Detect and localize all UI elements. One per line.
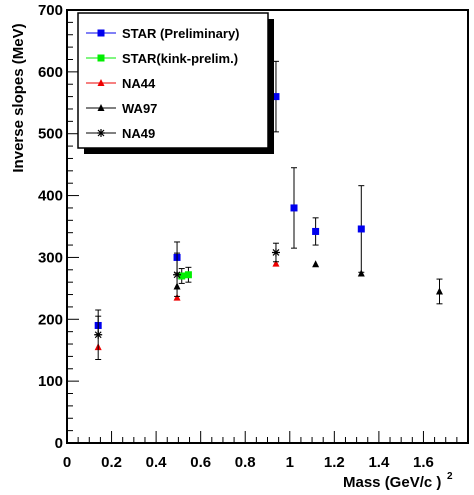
- x-tick-labels: 0 0.2 0.4 0.6 0.8 1 1.2 1.4 1.6: [63, 454, 434, 471]
- data-point: [94, 330, 103, 339]
- data-point: [173, 293, 181, 301]
- legend-label: NA49: [122, 126, 155, 141]
- y-tick-label: 700: [38, 2, 63, 19]
- x-tick-label: 1: [286, 454, 294, 471]
- x-tick-label: 0.2: [101, 454, 122, 471]
- legend-label: STAR(kink-prelim.): [122, 51, 238, 66]
- legend-label: STAR (Preliminary): [122, 26, 240, 41]
- data-point: [357, 269, 365, 277]
- legend-box: [77, 12, 269, 149]
- x-tick-label: 1.2: [324, 454, 345, 471]
- data-point: [184, 271, 192, 279]
- axis-ticks: [66, 9, 469, 444]
- data-point: [272, 259, 280, 267]
- x-tick-label: 0.8: [235, 454, 256, 471]
- x-tick-label: 1.4: [368, 454, 390, 471]
- data-point: [290, 204, 298, 212]
- x-tick-label: 1.6: [413, 454, 434, 471]
- data-points: [94, 60, 443, 360]
- data-point: [435, 287, 443, 295]
- legend-label: NA44: [122, 76, 156, 91]
- y-tick-label: 400: [38, 188, 63, 205]
- x-tick-label: 0: [63, 454, 71, 471]
- y-tick-labels: 0 100 200 300 400 500 600 700: [38, 2, 63, 452]
- data-point: [312, 260, 320, 268]
- legend-marker: [97, 129, 105, 137]
- y-tick-label: 200: [38, 311, 63, 328]
- data-point: [312, 227, 320, 235]
- data-point: [357, 225, 365, 233]
- legend-marker: [97, 104, 105, 111]
- x-axis-title: Mass (GeV/c ): [343, 474, 441, 491]
- y-axis-title: Inverse slopes (MeV): [10, 23, 27, 172]
- y-tick-label: 0: [55, 435, 63, 452]
- y-tick-label: 600: [38, 64, 63, 81]
- data-point: [272, 93, 280, 101]
- x-tick-label: 0.6: [190, 454, 211, 471]
- legend-marker: [97, 79, 105, 86]
- legend-marker: [97, 29, 105, 37]
- legend-marker: [97, 54, 105, 62]
- x-axis-title-superscript: 2: [447, 471, 453, 482]
- data-point: [271, 248, 280, 257]
- y-tick-label: 500: [38, 126, 63, 143]
- legend: STAR (Preliminary) STAR(kink-prelim.) NA44…: [77, 12, 274, 154]
- legend-label: WA97: [122, 101, 157, 116]
- data-point: [178, 272, 186, 280]
- y-tick-label: 300: [38, 249, 63, 266]
- x-tick-label: 0.4: [146, 454, 168, 471]
- data-point: [173, 270, 182, 279]
- y-tick-label: 100: [38, 373, 63, 390]
